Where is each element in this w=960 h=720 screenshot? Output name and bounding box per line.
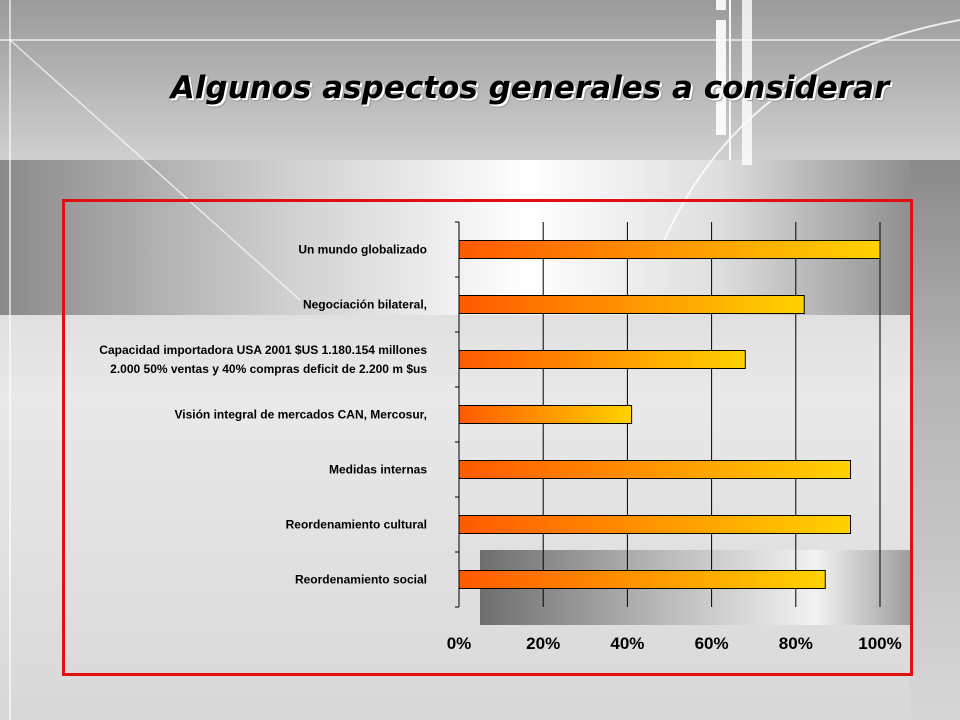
background-right-strip [910, 160, 960, 720]
category-label: Medidas internas [329, 463, 427, 477]
slide-title: Algunos aspectos generales a considerar [170, 70, 890, 106]
bar [458, 295, 805, 314]
x-tick-label: 40% [610, 634, 644, 653]
x-tick-label: 0% [447, 634, 472, 653]
bar [458, 240, 881, 259]
category-label: Reordenamiento cultural [286, 518, 427, 532]
bar [458, 570, 826, 589]
x-tick-label: 80% [779, 634, 813, 653]
category-label: Reordenamiento social [295, 573, 427, 587]
category-label: 2.000 50% ventas y 40% compras deficit d… [110, 362, 427, 376]
category-label: Capacidad importadora USA 2001 $US 1.180… [99, 343, 427, 357]
chart-frame [62, 199, 913, 676]
x-tick-label: 60% [695, 634, 729, 653]
bar [458, 460, 852, 479]
category-label: Negociación bilateral, [303, 298, 427, 312]
category-label: Visión integral de mercados CAN, Mercosu… [174, 408, 427, 422]
x-tick-label: 100% [858, 634, 901, 653]
x-tick-label: 20% [526, 634, 560, 653]
bar [458, 350, 746, 369]
background-band [0, 160, 960, 315]
bar [458, 515, 852, 534]
category-label: Un mundo globalizado [298, 243, 427, 257]
bar [458, 405, 633, 424]
